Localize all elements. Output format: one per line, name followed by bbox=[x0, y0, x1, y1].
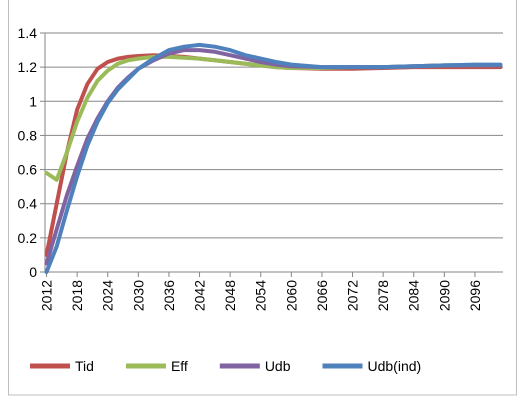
x-tick-label: 2030 bbox=[130, 280, 146, 311]
y-tick-label: 1 bbox=[29, 93, 37, 109]
x-tick-label: 2024 bbox=[100, 280, 116, 311]
y-tick-label: 0.2 bbox=[18, 230, 38, 246]
y-tick-label: 0.8 bbox=[18, 127, 38, 143]
x-tick-label: 2048 bbox=[222, 280, 238, 311]
y-tick-label: 1.2 bbox=[18, 59, 38, 75]
x-tick-label: 2078 bbox=[375, 280, 391, 311]
x-tick-label: 2018 bbox=[69, 280, 85, 311]
x-tick-label: 2090 bbox=[436, 280, 452, 311]
legend-label: Udb bbox=[265, 358, 291, 374]
x-tick-label: 2072 bbox=[345, 280, 361, 311]
y-tick-label: 0 bbox=[29, 264, 37, 280]
y-tick-label: 0.6 bbox=[18, 162, 38, 178]
legend-label: Eff bbox=[171, 358, 188, 374]
y-tick-label: 1.4 bbox=[18, 25, 38, 41]
x-tick-label: 2054 bbox=[253, 280, 269, 311]
x-tick-label: 2096 bbox=[467, 280, 483, 311]
legend-label: Tid bbox=[75, 358, 94, 374]
legend-label: Udb(ind) bbox=[368, 358, 422, 374]
x-tick-label: 2066 bbox=[314, 280, 330, 311]
x-tick-label: 2012 bbox=[39, 280, 55, 311]
y-tick-label: 0.4 bbox=[18, 196, 38, 212]
x-tick-label: 2036 bbox=[161, 280, 177, 311]
x-tick-label: 2060 bbox=[283, 280, 299, 311]
x-tick-label: 2042 bbox=[192, 280, 208, 311]
series-line bbox=[44, 42, 503, 274]
x-tick-label: 2084 bbox=[406, 280, 422, 311]
